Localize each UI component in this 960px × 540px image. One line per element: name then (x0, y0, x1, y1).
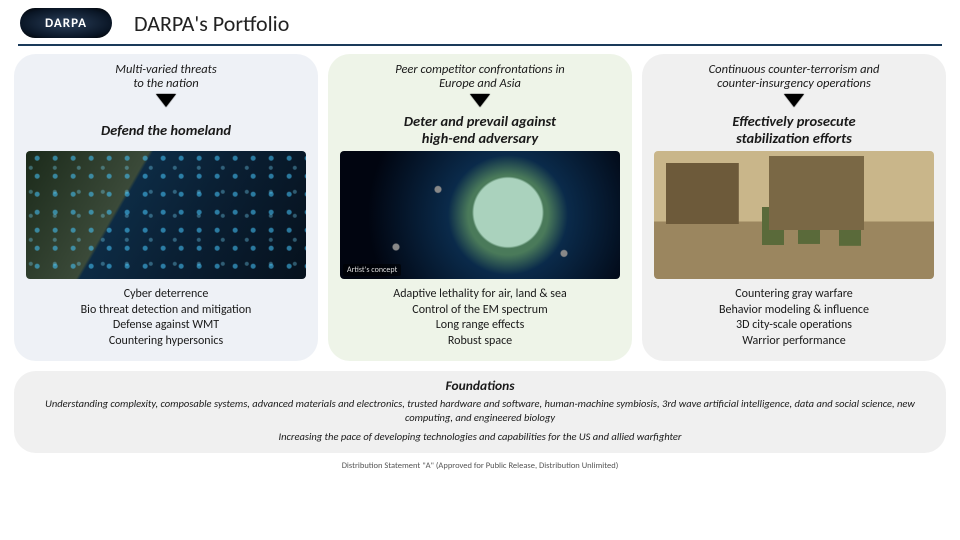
heading-2: Deter and prevail againsthigh-end advers… (404, 113, 556, 147)
top-label-1: Multi-varied threatsto the nation (115, 62, 216, 92)
bullets-1: Cyber deterrence Bio threat detection an… (81, 287, 252, 349)
bullet: Cyber deterrence (81, 287, 252, 303)
foundations-card: Foundations Understanding complexity, co… (14, 371, 946, 452)
image-placeholder-2: Artist's concept (340, 151, 620, 279)
logo-text: DARPA (45, 16, 87, 31)
column-1: Multi-varied threatsto the nation Defend… (14, 54, 318, 361)
column-2: Peer competitor confrontations inEurope … (328, 54, 632, 361)
image-badge: Artist's concept (343, 264, 401, 276)
card-2: Peer competitor confrontations inEurope … (328, 54, 632, 361)
image-placeholder-3 (654, 151, 934, 279)
foundations-body-2: Increasing the pace of developing techno… (36, 430, 924, 443)
columns: Multi-varied threatsto the nation Defend… (0, 54, 960, 361)
heading-3: Effectively prosecutestabilization effor… (732, 113, 855, 147)
bullet: Warrior performance (719, 334, 869, 350)
bullet: Defense against WMT (81, 318, 252, 334)
bullets-3: Countering gray warfare Behavior modelin… (719, 287, 869, 349)
bullet: Robust space (393, 334, 566, 350)
bullet: Countering gray warfare (719, 287, 869, 303)
arrow-icon (472, 96, 488, 107)
arrow-icon (786, 96, 802, 107)
column-3: Continuous counter-terrorism andcounter-… (642, 54, 946, 361)
header-rule (18, 44, 942, 46)
card-3: Continuous counter-terrorism andcounter-… (642, 54, 946, 361)
distribution-statement: Distribution Statement "A" (Approved for… (0, 461, 960, 471)
arrow-icon (158, 96, 174, 107)
darpa-logo: DARPA (20, 8, 112, 38)
foundations-title: Foundations (36, 377, 924, 394)
bullet: Bio threat detection and mitigation (81, 303, 252, 319)
top-label-2: Peer competitor confrontations inEurope … (395, 62, 565, 92)
bullet: 3D city-scale operations (719, 318, 869, 334)
bullet: Behavior modeling & influence (719, 303, 869, 319)
bullet: Countering hypersonics (81, 334, 252, 350)
bullets-2: Adaptive lethality for air, land & sea C… (393, 287, 566, 349)
heading-1: Defend the homeland (101, 113, 231, 147)
page-title: DARPA's Portfolio (134, 10, 289, 37)
bullet: Control of the EM spectrum (393, 303, 566, 319)
foundations-body: Understanding complexity, composable sys… (36, 397, 924, 423)
bullet: Adaptive lethality for air, land & sea (393, 287, 566, 303)
top-label-3: Continuous counter-terrorism andcounter-… (709, 62, 880, 92)
bullet: Long range effects (393, 318, 566, 334)
card-1: Multi-varied threatsto the nation Defend… (14, 54, 318, 361)
header: DARPA DARPA's Portfolio (0, 0, 960, 42)
image-placeholder-1 (26, 151, 306, 279)
